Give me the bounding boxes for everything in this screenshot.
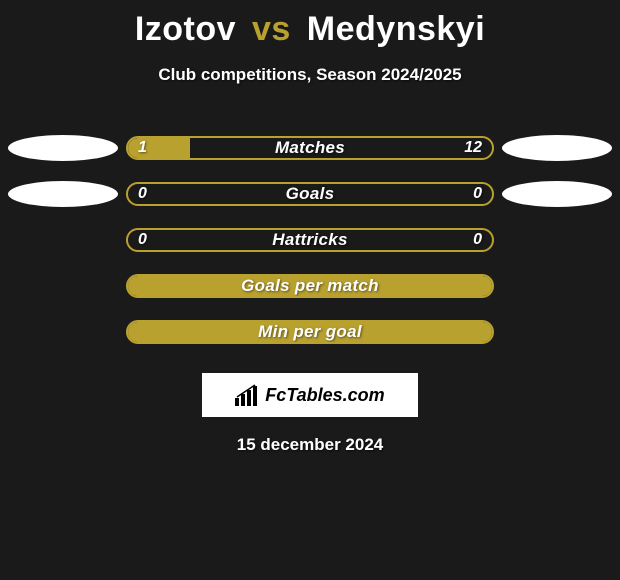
player2-badge xyxy=(502,181,612,207)
stat-right-value: 12 xyxy=(464,139,482,157)
brand-logo-text: FcTables.com xyxy=(265,385,384,406)
comparison-widget: Izotov vs Medynskyi Club competitions, S… xyxy=(0,0,620,580)
brand-main: Tables xyxy=(286,385,342,405)
stat-right-value: 0 xyxy=(473,185,482,203)
stat-label: Goals per match xyxy=(128,276,492,296)
stat-row: Min per goal xyxy=(0,309,620,355)
stat-row: 0 Goals 0 xyxy=(0,171,620,217)
page-title: Izotov vs Medynskyi xyxy=(0,0,620,49)
player2-badge xyxy=(502,135,612,161)
player1-badge xyxy=(8,135,118,161)
stat-bar-track: Goals per match xyxy=(126,274,494,298)
stat-label: Goals xyxy=(128,184,492,204)
stat-label: Hattricks xyxy=(128,230,492,250)
stat-row: 1 Matches 12 xyxy=(0,125,620,171)
brand-prefix: Fc xyxy=(265,385,286,405)
bars-icon xyxy=(235,384,261,406)
stat-label: Min per goal xyxy=(128,322,492,342)
vs-label: vs xyxy=(252,10,291,48)
stat-bar-track: 1 Matches 12 xyxy=(126,136,494,160)
subtitle: Club competitions, Season 2024/2025 xyxy=(0,65,620,85)
player2-name: Medynskyi xyxy=(307,10,485,48)
player1-name: Izotov xyxy=(135,10,236,48)
stat-bar-track: 0 Goals 0 xyxy=(126,182,494,206)
brand-logo[interactable]: FcTables.com xyxy=(202,373,418,417)
stat-bar-track: 0 Hattricks 0 xyxy=(126,228,494,252)
brand-logo-inner: FcTables.com xyxy=(235,384,384,406)
stat-row: 0 Hattricks 0 xyxy=(0,217,620,263)
stats-rows: 1 Matches 12 0 Goals 0 0 xyxy=(0,125,620,355)
stat-label: Matches xyxy=(128,138,492,158)
stat-row: Goals per match xyxy=(0,263,620,309)
player1-badge xyxy=(8,181,118,207)
stat-right-value: 0 xyxy=(473,231,482,249)
date-label: 15 december 2024 xyxy=(0,435,620,455)
brand-suffix: .com xyxy=(343,385,385,405)
stat-bar-track: Min per goal xyxy=(126,320,494,344)
